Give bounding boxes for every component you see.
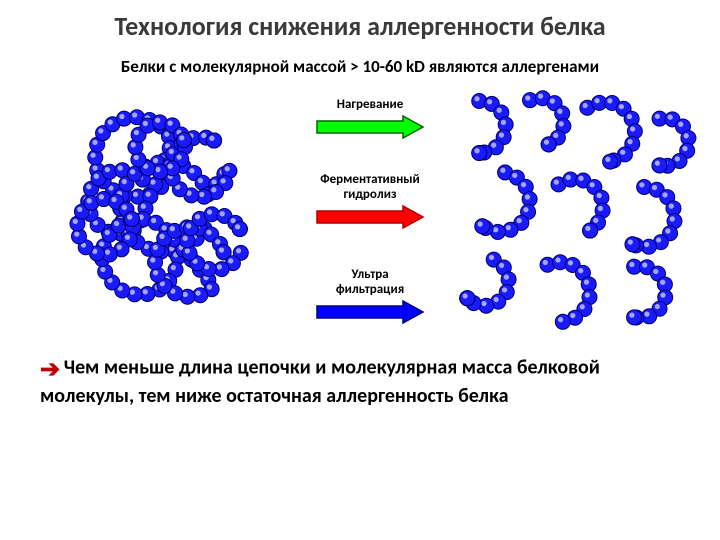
arrow-icon xyxy=(315,299,425,325)
arrow-label: Нагревание xyxy=(280,97,460,112)
arrow-label: Ферментативныйгидролиз xyxy=(280,172,460,202)
arrow-icon xyxy=(315,204,425,230)
conclusion-text: Чем меньше длина цепочки и молекулярная … xyxy=(40,355,600,408)
conclusion: ➔ Чем меньше длина цепочки и молекулярна… xyxy=(0,347,720,408)
arrow-icon xyxy=(315,114,425,140)
arrow-label: Ультрафильтрация xyxy=(280,267,460,297)
process-step-1: Ферментативныйгидролиз xyxy=(280,172,460,230)
diagram-area: Нагревание Ферментативныйгидролиз Ультрафи… xyxy=(0,77,720,347)
process-step-0: Нагревание xyxy=(280,97,460,140)
page-subtitle: Белки с молекулярной массой > 10-60 kD я… xyxy=(0,56,720,77)
protein-fragments xyxy=(440,87,700,342)
protein-folded xyxy=(50,87,280,342)
page-title: Технология снижения аллергенности белка xyxy=(0,0,720,42)
process-step-2: Ультрафильтрация xyxy=(280,267,460,325)
conclusion-arrow-icon: ➔ xyxy=(40,356,60,383)
